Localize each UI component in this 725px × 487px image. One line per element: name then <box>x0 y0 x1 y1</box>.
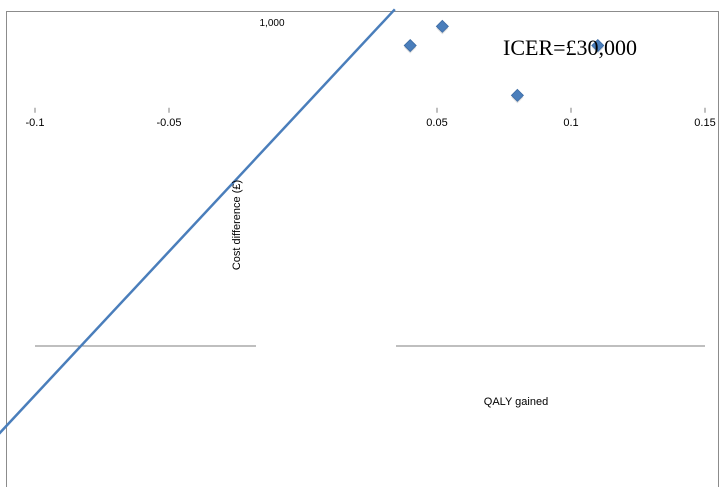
x-axis-title: QALY gained <box>484 396 548 408</box>
data-point-2 <box>591 38 605 53</box>
x-tick-label-4: 0.15 <box>694 117 715 129</box>
x-tick-label-2: 0.05 <box>426 117 447 129</box>
y-axis-tick-label-top: 1,000 <box>259 18 284 29</box>
x-tick-label-0: -0.1 <box>26 117 45 129</box>
x-axis-tick-labels: -0.1 -0.05 0.05 0.1 0.15 <box>26 117 716 129</box>
y-axis-label-mask <box>256 20 396 365</box>
data-points <box>403 19 605 104</box>
y-axis-title: Cost difference (£) <box>231 180 243 270</box>
data-point-1 <box>435 19 449 33</box>
data-point-0 <box>403 38 417 53</box>
data-point-3 <box>510 88 524 102</box>
x-tick-label-3: 0.1 <box>563 117 578 129</box>
x-axis-ticks <box>34 107 706 113</box>
icer-threshold-line <box>0 8 396 435</box>
chart-title: ICER=£30,000 <box>503 35 637 60</box>
x-tick-label-1: -0.05 <box>156 117 181 129</box>
